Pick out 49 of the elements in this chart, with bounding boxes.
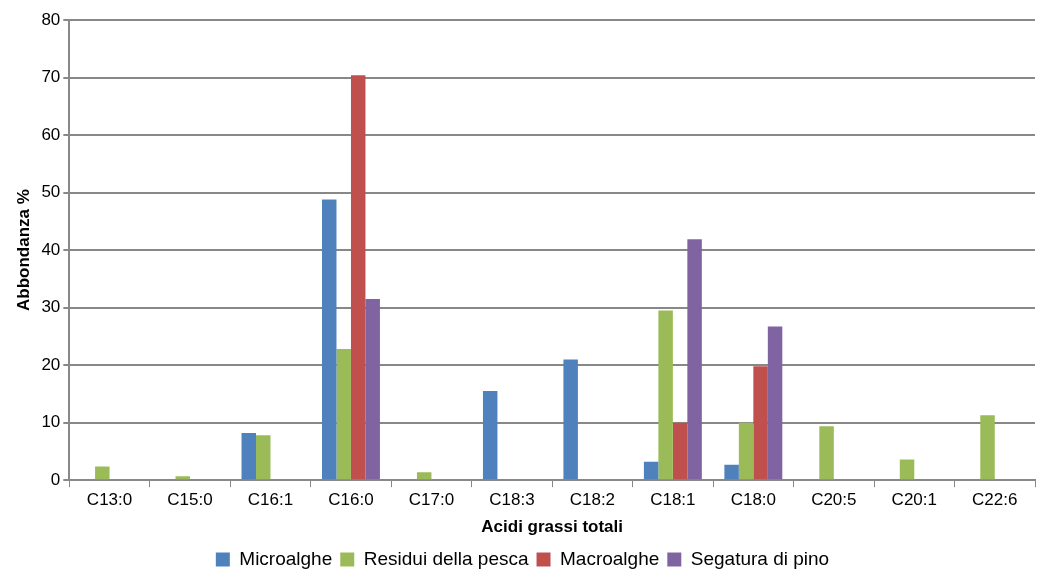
y-tick-label: 70 [41,67,61,87]
bar [416,472,432,480]
y-axis-title: Abbondanza % [13,189,33,312]
x-tick-label: C22:6 [972,490,1018,510]
y-tick-label: 0 [50,469,61,489]
legend-label: Microalghe [239,547,333,569]
bar [658,310,673,480]
y-tick-label: 10 [41,412,61,432]
bar [819,426,834,480]
bar [738,422,754,480]
y-tick-label: 40 [41,239,61,259]
bar [482,391,498,480]
x-tick-label: C15:0 [167,490,213,510]
legend-label: Residui della pesca [363,547,529,569]
y-tick-label: 80 [41,9,61,29]
legend-label: Segatura di pino [690,547,830,569]
bar [672,422,688,480]
x-tick-label: C18:3 [489,490,535,510]
bar [753,366,768,480]
bar [365,299,380,480]
bar [256,435,271,480]
bar [241,433,257,480]
bar [322,199,337,480]
x-tick-label: C17:0 [408,490,455,510]
x-axis-title: Acidi grassi totali [481,517,624,537]
y-tick-label: 20 [41,354,61,374]
x-tick-label: C18:2 [569,490,616,510]
bar [350,75,366,480]
y-tick-label: 30 [41,297,61,317]
x-tick-label: C16:1 [247,490,294,510]
x-tick-label: C13:0 [86,490,133,510]
bar [95,466,110,480]
bar [175,476,191,480]
x-tick-label: C20:1 [891,490,937,510]
legend-label: Macroalghe [560,547,660,569]
bar [643,461,659,480]
x-tick-label: C20:5 [811,490,857,510]
bar [980,415,995,480]
bar [563,359,578,480]
bar [899,459,915,480]
x-tick-label: C18:1 [650,490,696,510]
y-tick-label: 60 [41,124,61,144]
bar [336,349,351,480]
x-tick-label: C16:0 [328,490,374,510]
x-tick-label: C18:0 [730,490,777,510]
bar [687,239,702,480]
bar [724,464,739,480]
y-tick-label: 50 [41,182,61,202]
bar [767,326,783,480]
